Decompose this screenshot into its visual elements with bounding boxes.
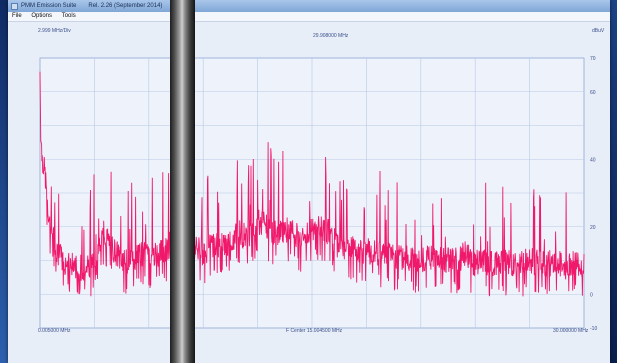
y-tick-label: 0	[590, 292, 593, 298]
y-tick-label: 60	[590, 90, 596, 96]
y-tick-label: 40	[590, 157, 596, 163]
menu-tools[interactable]: Tools	[61, 13, 76, 19]
div-label: 2.999 MHz/Div	[38, 28, 71, 34]
y-tick-label: 20	[590, 225, 596, 231]
menu-file[interactable]: File	[12, 13, 22, 19]
y-tick-label: 70	[590, 56, 596, 62]
app-title: PMM Emission Suite	[21, 3, 77, 9]
y-tick-label: -10	[590, 326, 597, 332]
foreground-pole	[170, 0, 195, 363]
marker-frequency: 29.908000 MHz	[313, 33, 349, 39]
spectrum-chart: 70 60 40 20 0 -10	[39, 56, 597, 332]
center-frequency: F Center 15.004500 MHz	[286, 328, 343, 334]
title-bar: PMM Emission Suite Rel. 2.26 (September …	[8, 0, 610, 12]
app-window: PMM Emission Suite Rel. 2.26 (September …	[8, 0, 610, 363]
menu-options[interactable]: Options	[31, 13, 53, 19]
y-tick-labels: 70 60 40 20 0 -10	[590, 56, 597, 332]
app-version: Rel. 2.26 (September 2014)	[88, 3, 163, 9]
spectrum-trace	[39, 71, 585, 297]
stop-frequency: 30.000000 MHz	[553, 328, 589, 334]
app-icon	[11, 2, 18, 10]
unit-label: dBuV	[592, 28, 605, 34]
start-frequency: 0.005000 MHz	[38, 328, 71, 334]
menu-bar: File Options Tools	[8, 12, 610, 22]
spectrum-panel: 2.999 MHz/Div 29.908000 MHz dBuV 70 60 40 2…	[8, 22, 610, 363]
plot-grid	[39, 57, 585, 329]
